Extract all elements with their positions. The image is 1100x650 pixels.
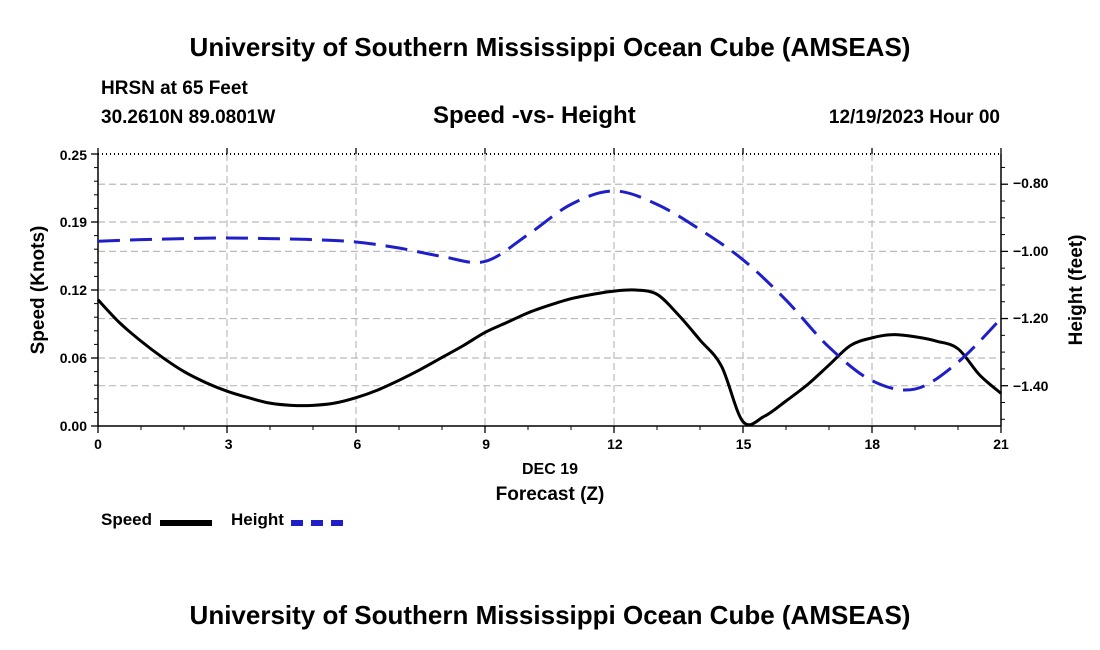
top-title: University of Southern Mississippi Ocean… xyxy=(189,32,911,62)
y-tick-label: 0.12 xyxy=(60,282,87,298)
y-tick-label: 0.25 xyxy=(60,147,87,163)
datetime-label: 12/19/2023 Hour 00 xyxy=(828,107,1000,128)
plot-frame xyxy=(97,153,1002,427)
y-tick-label: 0.00 xyxy=(60,418,87,434)
legend-speed-label: Speed xyxy=(101,510,153,529)
y2-tick-label: −1.00 xyxy=(1013,243,1049,259)
axis-ticks xyxy=(91,148,1008,433)
y2-axis-title: Height (feet) xyxy=(1066,235,1087,346)
grid-lines xyxy=(98,154,1001,426)
height-series-line xyxy=(97,189,1003,392)
speed-series-line xyxy=(96,288,1002,427)
x-tick-label: 18 xyxy=(865,436,881,452)
y-axis-title: Speed (Knots) xyxy=(28,226,49,355)
legend-speed-swatch xyxy=(160,520,212,526)
x-axis-title: Forecast (Z) xyxy=(496,484,605,505)
x-tick-label: 3 xyxy=(225,436,233,452)
legend-height-label: Height xyxy=(231,510,284,529)
bottom-title: University of Southern Mississippi Ocean… xyxy=(189,600,911,630)
y2-tick-label: −1.20 xyxy=(1013,310,1049,326)
x-tick-label: 15 xyxy=(736,436,752,452)
station-label: HRSN at 65 Feet xyxy=(101,78,248,99)
x-tick-label: 6 xyxy=(354,436,362,452)
x-axis-date-label: DEC 19 xyxy=(522,461,578,478)
coordinates-label: 30.2610N 89.0801W xyxy=(101,107,276,128)
y-tick-label: 0.19 xyxy=(60,214,87,230)
x-tick-label: 12 xyxy=(607,436,623,452)
y2-tick-label: −1.40 xyxy=(1013,378,1049,394)
y-tick-label: 0.06 xyxy=(60,350,87,366)
x-tick-label: 0 xyxy=(94,436,102,452)
x-tick-label: 21 xyxy=(993,436,1009,452)
x-tick-label: 9 xyxy=(482,436,490,452)
series-lines xyxy=(96,189,1003,427)
legend-height-swatch xyxy=(291,520,343,526)
plot-title: Speed -vs- Height xyxy=(433,102,636,129)
y2-tick-label: −0.80 xyxy=(1013,175,1049,191)
